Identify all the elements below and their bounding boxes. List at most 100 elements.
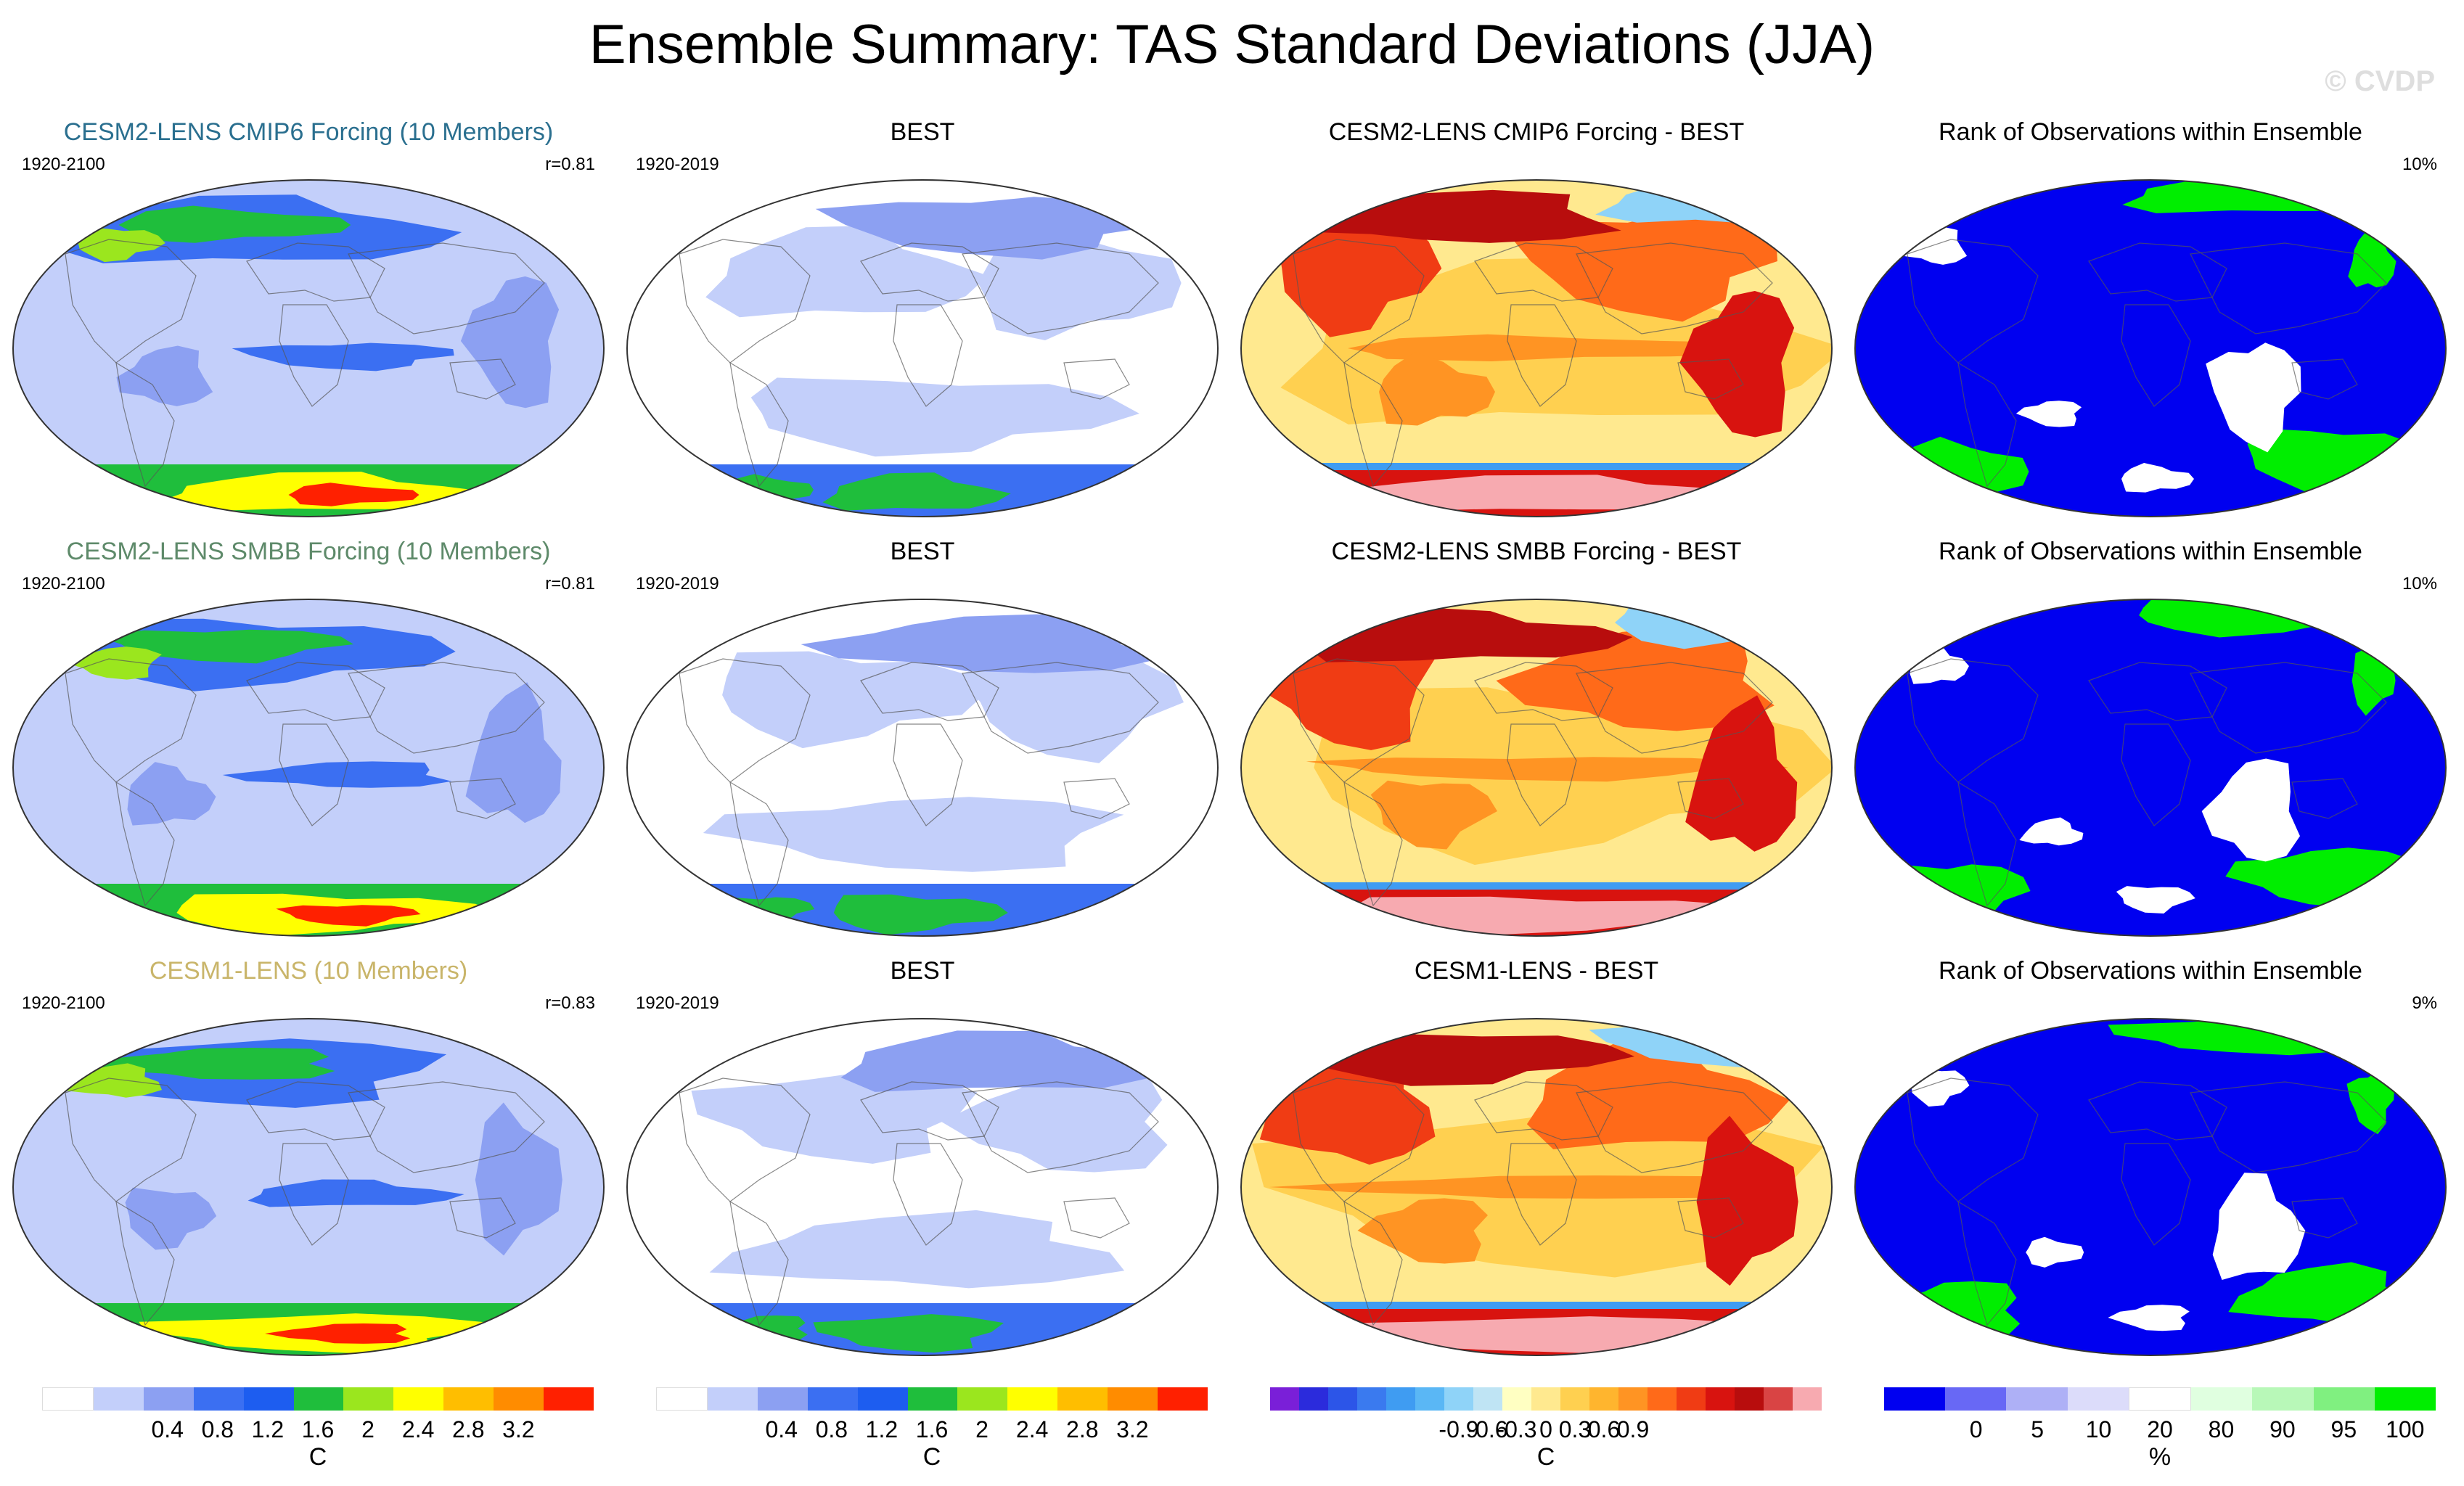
shading-region (815, 197, 1165, 260)
map-panel-ens: CESM1-LENS (10 Members) 1920-2100 r=0.83 (7, 955, 610, 1361)
map-panel-ens: CESM2-LENS SMBB Forcing (10 Members) 1920… (7, 535, 610, 942)
shading-region (127, 762, 216, 826)
colorbar-swatch (143, 1387, 194, 1411)
colorbar-swatch (544, 1387, 594, 1411)
colorbar-swatch (907, 1387, 958, 1411)
coastline (1677, 1197, 1744, 1239)
colorbar-tick-label: 5 (2031, 1416, 2045, 1442)
shading-region (1347, 334, 1783, 361)
colorbar-swatch (1328, 1387, 1357, 1411)
colorbar-rank: 0 5 10 20 80 90 95 100% (1884, 1387, 2436, 1474)
antarctic-peak (822, 472, 1011, 511)
colorbar-tick-label: 90 (2269, 1416, 2296, 1442)
coastline (1293, 1077, 1425, 1202)
colorbar-tick-label: 95 (2330, 1416, 2357, 1442)
shading-region (705, 226, 989, 318)
map-outline (1854, 179, 2447, 517)
coastline (2121, 1143, 2191, 1246)
map-rank (1854, 599, 2447, 937)
colorbar-swatch (1473, 1387, 1502, 1411)
panel-title: CESM2-LENS SMBB Forcing - BEST (1331, 538, 1742, 565)
shading-region (2108, 1305, 2190, 1331)
shading-region (232, 342, 454, 372)
shading-region (801, 614, 1161, 673)
map-outline (12, 179, 605, 517)
colorbar-tick-label: 0 (1539, 1416, 1552, 1442)
map-ens (12, 1018, 605, 1356)
colorbar-tick-label: 3.2 (1116, 1416, 1149, 1442)
colorbar-swatch (1270, 1387, 1299, 1411)
map-outline (1240, 599, 1833, 937)
colorbar-swatch (1444, 1387, 1473, 1411)
shading-region (1357, 1198, 1488, 1264)
colorbar-swatch (2313, 1387, 2375, 1411)
antarctic-peak (711, 1315, 808, 1342)
coastline (1343, 1200, 1403, 1326)
map-outline (626, 179, 1219, 517)
shading-region (2019, 817, 2084, 846)
coastline (2121, 304, 2191, 407)
panel-period: 1920-2019 (636, 993, 719, 1013)
colorbar-swatch (1415, 1387, 1444, 1411)
shading-region (1615, 599, 1832, 649)
colorbar-swatch (42, 1387, 94, 1411)
map-ens (12, 179, 605, 517)
colorbar-swatch (1108, 1387, 1158, 1411)
coastline (1063, 1197, 1130, 1239)
shading-region (2348, 226, 2397, 288)
colorbar-swatch (1735, 1387, 1764, 1411)
coastline (1293, 658, 1425, 783)
colorbar-swatch (2252, 1387, 2314, 1411)
shading-region (1496, 628, 1775, 731)
shading-region (1306, 757, 1789, 782)
colorbar-tick-label: 2.8 (452, 1416, 485, 1442)
colorbar-tick-label: 2 (975, 1416, 989, 1442)
antarctic-edge (1241, 1302, 1832, 1309)
colorbar-swatch (2128, 1387, 2192, 1411)
colorbar-swatch (243, 1387, 294, 1411)
shading-region (941, 1070, 1168, 1173)
panel-period: 1920-2100 (22, 993, 105, 1013)
shading-region (2247, 428, 2427, 492)
colorbar-tick-label: 80 (2208, 1416, 2235, 1442)
map-panel-rank: Rank of Observations within Ensemble 10% (1849, 535, 2452, 942)
coastline (65, 1077, 197, 1202)
map-outline (12, 599, 605, 937)
colorbar-swatch (2006, 1387, 2068, 1411)
colorbar-tick-label: -0.6 (1468, 1416, 1508, 1442)
colorbar-swatch (1764, 1387, 1793, 1411)
colorbar-tick-label: 0.4 (765, 1416, 798, 1442)
colorbar-swatch (1502, 1387, 1531, 1411)
coastline (449, 778, 516, 819)
coastline (962, 1081, 1159, 1173)
shading-region (475, 1102, 562, 1256)
coastline (1576, 662, 1773, 754)
shading-region (118, 205, 351, 243)
coastline (962, 662, 1159, 754)
shading-region (2015, 401, 2082, 427)
shading-region (2121, 463, 2194, 493)
shading-region (840, 1030, 1181, 1092)
map-diff (1240, 179, 1833, 517)
colorbar-swatch (1589, 1387, 1618, 1411)
coastline (1576, 1081, 1773, 1173)
coastline (1907, 658, 2039, 783)
panel-title: CESM2-LENS CMIP6 Forcing (10 Members) (63, 118, 554, 146)
shading-region (2206, 342, 2301, 453)
colorbar-tick-label: -0.3 (1497, 1416, 1537, 1442)
map-diff (1240, 1018, 1833, 1356)
coastline (115, 361, 175, 488)
shading-region (1679, 291, 1795, 438)
coastline (1507, 1143, 1577, 1246)
map-panel-rank: Rank of Observations within Ensemble 9% (1849, 955, 2452, 1361)
map-panel-obs: BEST 1920-2019 (621, 955, 1224, 1361)
coastline (893, 1143, 963, 1246)
map-outline (12, 1018, 605, 1356)
colorbar-swatch (494, 1387, 544, 1411)
shading-region (1685, 695, 1798, 852)
coastline (1343, 781, 1403, 907)
shading-region (247, 1179, 464, 1207)
colorbar-unit: % (2148, 1443, 2172, 1471)
coastline (893, 304, 963, 407)
coastline (279, 723, 349, 826)
